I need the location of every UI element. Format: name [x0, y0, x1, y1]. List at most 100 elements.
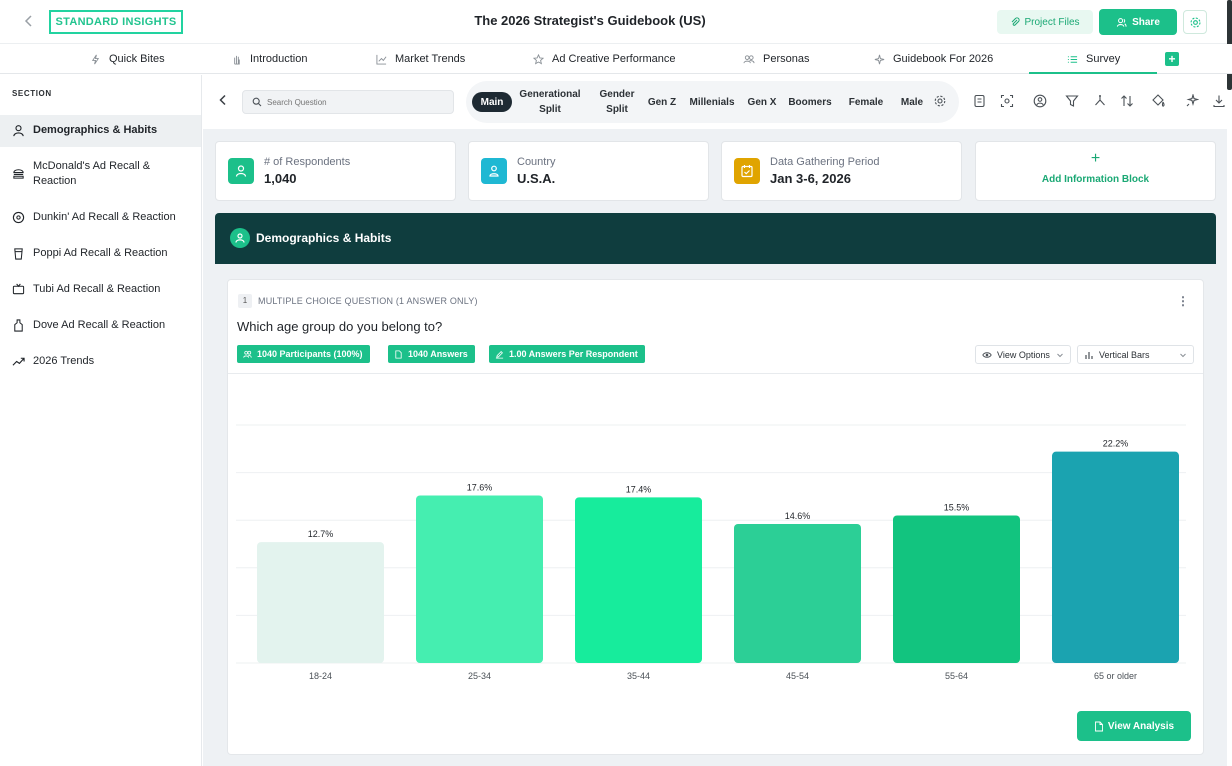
- person-circle-icon[interactable]: [1033, 94, 1047, 113]
- magic-sparkle-icon[interactable]: [1185, 92, 1200, 113]
- segment-gen-z[interactable]: Gen Z: [647, 96, 677, 108]
- eye-icon: [982, 351, 992, 358]
- chart-bar[interactable]: [416, 495, 543, 663]
- segment-main[interactable]: Main: [472, 92, 512, 112]
- segment-gender-split[interactable]: Gender Split: [599, 89, 635, 115]
- sparkle-icon: [874, 54, 885, 64]
- chart-bar[interactable]: [257, 542, 384, 663]
- chart-bar[interactable]: [1052, 451, 1179, 663]
- chart-x-tick-label: 35-44: [627, 671, 650, 681]
- chart-bar[interactable]: [734, 524, 861, 663]
- brand-logo[interactable]: STANDARD INSIGHTS: [49, 10, 183, 34]
- tab-guidebook-2026[interactable]: Guidebook For 2026: [874, 44, 993, 74]
- user-icon: [13, 125, 24, 137]
- chart-line-icon: [376, 54, 387, 65]
- tab-introduction[interactable]: Introduction: [231, 44, 307, 74]
- chart-data-label: 17.4%: [626, 484, 652, 494]
- sidebar-item-poppi[interactable]: Poppi Ad Recall & Reaction: [0, 246, 201, 264]
- tab-quick-bites[interactable]: Quick Bites: [90, 44, 165, 74]
- segment-millenials[interactable]: Millenials: [689, 96, 735, 108]
- tab-personas[interactable]: Personas: [743, 44, 809, 74]
- segment-female[interactable]: Female: [848, 96, 884, 108]
- add-information-block-button[interactable]: + Add Information Block: [975, 141, 1216, 201]
- add-tab-button[interactable]: +: [1165, 52, 1179, 66]
- download-icon[interactable]: [1212, 94, 1226, 113]
- active-tab-indicator: [1029, 72, 1157, 74]
- segment-settings-gear-icon[interactable]: [933, 94, 947, 113]
- chart-bar[interactable]: [575, 497, 702, 663]
- section-banner: Demographics & Habits: [215, 213, 1216, 264]
- star-icon: [533, 53, 544, 65]
- chart-bar[interactable]: [893, 515, 1020, 663]
- chart-type-dropdown[interactable]: Vertical Bars: [1077, 345, 1194, 364]
- paint-bucket-icon[interactable]: [1151, 94, 1166, 113]
- info-card-country: Country U.S.A.: [468, 141, 709, 201]
- tab-label: Market Trends: [395, 53, 466, 65]
- badge-label: 1040 Participants (100%): [257, 349, 363, 359]
- sort-icon[interactable]: [1120, 94, 1134, 113]
- segment-gen-x[interactable]: Gen X: [747, 96, 777, 108]
- section-title: Demographics & Habits: [256, 231, 392, 245]
- sidebar-item-tubi[interactable]: Tubi Ad Recall & Reaction: [0, 282, 201, 300]
- question-text: Which age group do you belong to?: [237, 319, 443, 334]
- hand-icon: [234, 55, 240, 65]
- participants-badge: 1040 Participants (100%): [237, 345, 370, 363]
- segment-boomers[interactable]: Boomers: [788, 96, 832, 108]
- sidebar-item-label: Demographics & Habits: [33, 124, 158, 136]
- view-analysis-button[interactable]: View Analysis: [1077, 711, 1191, 741]
- sidebar-item-label: Dove Ad Recall & Reaction: [33, 319, 166, 331]
- share-label: Share: [1132, 16, 1160, 28]
- tab-ad-creative-performance[interactable]: Ad Creative Performance: [533, 44, 676, 74]
- chevron-down-icon: [1179, 351, 1187, 361]
- tab-market-trends[interactable]: Market Trends: [376, 44, 465, 74]
- search-input[interactable]: [267, 97, 447, 107]
- back-chevron-icon[interactable]: [20, 12, 38, 30]
- settings-button[interactable]: [1183, 10, 1207, 34]
- project-files-button[interactable]: Project Files: [997, 10, 1093, 34]
- list-icon: [1067, 55, 1078, 63]
- sidebar-heading: SECTION: [12, 89, 52, 98]
- share-button[interactable]: Share: [1099, 9, 1177, 35]
- sidebar-item-dunkin[interactable]: Dunkin' Ad Recall & Reaction: [0, 210, 201, 228]
- sidebar-item-demographics[interactable]: Demographics & Habits: [0, 115, 201, 147]
- users-icon: [1116, 17, 1127, 27]
- question-number: 1: [238, 294, 252, 308]
- answers-per-respondent-badge: 1.00 Answers Per Respondent: [489, 345, 645, 363]
- tab-label: Personas: [763, 53, 810, 65]
- view-options-dropdown[interactable]: View Options: [975, 345, 1071, 364]
- location-person-icon: [481, 158, 507, 184]
- back-chevron-icon[interactable]: [216, 93, 230, 112]
- chart-x-tick-label: 45-54: [786, 671, 809, 681]
- branch-icon[interactable]: [1093, 94, 1107, 113]
- tab-bar: Quick Bites Introduction Market Trends A…: [0, 44, 1232, 74]
- answers-badge: 1040 Answers: [388, 345, 475, 363]
- question-type: MULTIPLE CHOICE QUESTION (1 ANSWER ONLY): [258, 296, 478, 306]
- tab-label: Survey: [1086, 53, 1121, 65]
- sidebar-item-label: Tubi Ad Recall & Reaction: [33, 283, 161, 295]
- section-sidebar: SECTION Demographics & Habits McDonald's…: [0, 75, 202, 766]
- sidebar-item-label: 2026 Trends: [33, 355, 95, 367]
- info-card-label: Data Gathering Period: [770, 156, 880, 168]
- badge-label: 1.00 Answers Per Respondent: [509, 349, 638, 359]
- top-header: STANDARD INSIGHTS The 2026 Strategist's …: [0, 0, 1232, 44]
- info-card-label: Country: [517, 156, 556, 168]
- filter-icon[interactable]: [1065, 94, 1079, 113]
- tab-label: Quick Bites: [109, 53, 165, 65]
- segment-male[interactable]: Male: [900, 96, 924, 108]
- sidebar-item-2026-trends[interactable]: 2026 Trends: [0, 354, 201, 372]
- document-icon: [395, 349, 402, 359]
- sidebar-item-mcdonalds[interactable]: McDonald's Ad Recall & Reaction: [0, 159, 180, 191]
- tab-survey[interactable]: Survey: [1067, 44, 1120, 74]
- sidebar-item-dove[interactable]: Dove Ad Recall & Reaction: [0, 318, 201, 336]
- main-content: Main Generational Split Gender Split Gen…: [203, 75, 1227, 766]
- bottle-icon: [14, 319, 23, 332]
- document-icon[interactable]: [973, 94, 986, 113]
- users-icon: [243, 350, 252, 358]
- chart-data-label: 17.6%: [467, 482, 493, 492]
- more-options-icon[interactable]: ⋮: [1177, 294, 1189, 308]
- focus-scan-icon[interactable]: [1000, 94, 1014, 113]
- add-block-label: Add Information Block: [1041, 174, 1150, 185]
- user-circle-icon: [230, 228, 250, 248]
- paperclip-icon: [1012, 17, 1021, 26]
- segment-generational-split[interactable]: Generational Split: [519, 89, 581, 115]
